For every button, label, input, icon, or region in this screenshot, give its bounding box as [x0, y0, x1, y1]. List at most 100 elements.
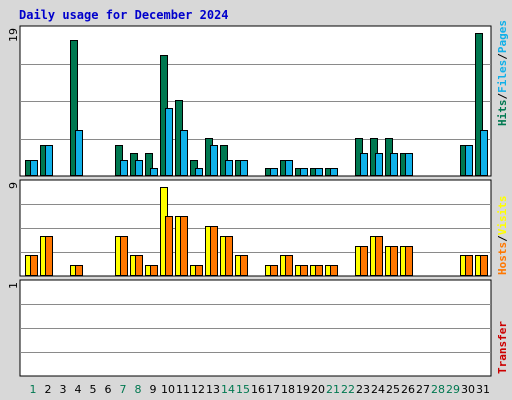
bar-files-day-14 [225, 160, 233, 176]
x-axis-day-labels: 1 2 3 4 5 6 7 8 9 10 11 12 13 14 15 16 17 18 19 20 21 22 23 24 2… [30, 383, 491, 396]
side-label-hits-files-pages: Hits/Files/Pages [496, 20, 509, 126]
bar-files-day-4 [75, 130, 83, 176]
day-label: 25 [386, 383, 400, 396]
day-label: 15 [236, 383, 250, 396]
bar-hosts-day-25 [390, 246, 398, 276]
day-label: 10 [161, 383, 175, 396]
day-label: 24 [371, 383, 385, 396]
side-label-hits-files-pages-part: Files [496, 60, 509, 93]
day-label: 12 [191, 383, 205, 396]
bar-hosts-day-15 [240, 255, 248, 276]
bar-files-day-20 [315, 168, 323, 176]
bar-hosts-day-18 [285, 255, 293, 276]
day-label: 9 [150, 383, 157, 396]
bar-files-day-25 [390, 153, 398, 176]
bar-files-day-21 [330, 168, 338, 176]
bar-files-day-24 [375, 153, 383, 176]
bar-files-day-26 [405, 153, 413, 176]
bar-files-day-18 [285, 160, 293, 176]
bar-files-day-31 [480, 130, 488, 176]
bar-hosts-day-20 [315, 265, 323, 276]
day-label: 13 [206, 383, 220, 396]
bar-files-day-13 [210, 145, 218, 176]
day-label: 6 [105, 383, 112, 396]
day-label: 27 [416, 383, 430, 396]
day-label: 17 [266, 383, 280, 396]
day-label: 3 [60, 383, 67, 396]
day-label: 7 [120, 383, 127, 396]
day-label: 16 [251, 383, 265, 396]
bar-files-day-2 [45, 145, 53, 176]
bar-hosts-day-19 [300, 265, 308, 276]
side-label-transfer-part: Transfer [496, 321, 509, 374]
day-label: 4 [75, 383, 82, 396]
bar-files-day-23 [360, 153, 368, 176]
panel-visits_hosts: 9 [7, 179, 492, 277]
bar-hosts-day-12 [195, 265, 203, 276]
bar-files-day-1 [30, 160, 38, 176]
side-label-hits-files-pages-part: / [496, 93, 509, 100]
bar-hosts-day-11 [180, 216, 188, 276]
bar-hosts-day-13 [210, 226, 218, 276]
bar-hosts-day-21 [330, 265, 338, 276]
day-label: 29 [446, 383, 460, 396]
bar-hosts-day-31 [480, 255, 488, 276]
day-label: 31 [476, 383, 490, 396]
day-label: 28 [431, 383, 445, 396]
side-label-hosts-visits-part: / [496, 235, 509, 242]
bar-files-day-15 [240, 160, 248, 176]
side-label-hosts-visits: Hosts/Visits [496, 196, 509, 276]
bar-hosts-day-23 [360, 246, 368, 276]
day-label: 18 [281, 383, 295, 396]
day-label: 19 [296, 383, 310, 396]
day-label: 14 [221, 383, 235, 396]
day-label: 23 [356, 383, 370, 396]
bar-files-day-19 [300, 168, 308, 176]
bar-files-day-9 [150, 168, 158, 176]
day-label: 2 [45, 383, 52, 396]
bar-hosts-day-30 [465, 255, 473, 276]
bar-files-day-17 [270, 168, 278, 176]
side-label-hosts-visits-part: Hosts [496, 242, 509, 275]
panel-transfer-max-label: 1 [7, 282, 20, 289]
day-label: 20 [311, 383, 325, 396]
day-label: 30 [461, 383, 475, 396]
day-label: 5 [90, 383, 97, 396]
day-label: 1 [30, 383, 37, 396]
day-label: 21 [326, 383, 340, 396]
bar-hosts-day-24 [375, 236, 383, 276]
day-label: 22 [341, 383, 355, 396]
bar-files-day-10 [165, 108, 173, 176]
bar-hosts-day-7 [120, 236, 128, 276]
bar-hosts-day-9 [150, 265, 158, 276]
side-label-hits-files-pages-part: Hits [496, 100, 509, 127]
bar-files-day-8 [135, 160, 143, 176]
bar-hosts-day-14 [225, 236, 233, 276]
bar-hits-day-4 [70, 40, 78, 176]
bar-hosts-day-8 [135, 255, 143, 276]
panel-hits_files: 19 [7, 25, 492, 177]
chart-title: Daily usage for December 2024 [19, 8, 229, 22]
side-label-transfer: Transfer [496, 321, 509, 374]
bar-files-day-7 [120, 160, 128, 176]
side-label-hosts-visits-part: Visits [496, 196, 509, 236]
bar-hosts-day-1 [30, 255, 38, 276]
panel-transfer: 1 [7, 279, 492, 377]
bar-files-day-30 [465, 145, 473, 176]
day-label: 26 [401, 383, 415, 396]
side-label-hits-files-pages-part: Pages [496, 20, 509, 53]
bar-files-day-12 [195, 168, 203, 176]
panel-visits_hosts-max-label: 9 [7, 182, 20, 189]
bar-files-day-11 [180, 130, 188, 176]
panel-hits_files-max-label: 19 [7, 28, 20, 42]
bar-hosts-day-26 [405, 246, 413, 276]
bar-hosts-day-4 [75, 265, 83, 276]
bar-hits-day-31 [475, 33, 483, 176]
day-label: 11 [176, 383, 190, 396]
bar-hosts-day-17 [270, 265, 278, 276]
day-label: 8 [135, 383, 142, 396]
bar-hosts-day-10 [165, 216, 173, 276]
